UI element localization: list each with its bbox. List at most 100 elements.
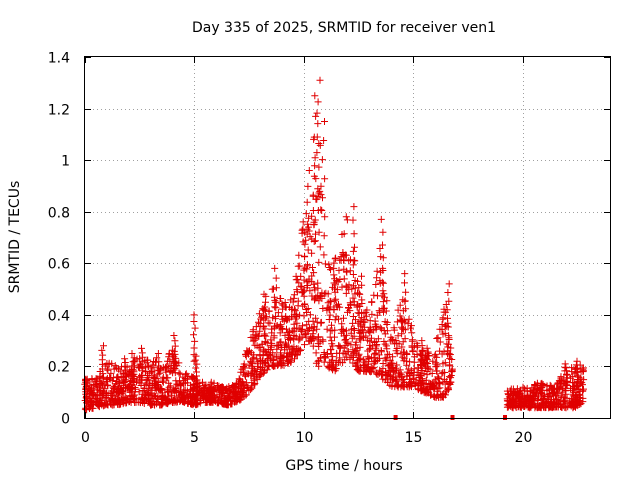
data-point (303, 230, 311, 238)
data-point (394, 306, 402, 314)
data-point (276, 329, 284, 337)
data-point (517, 395, 525, 402)
data-point (572, 361, 580, 369)
data-point (508, 402, 516, 410)
data-point (345, 304, 353, 312)
data-point (98, 346, 106, 354)
data-point (125, 398, 133, 406)
data-point (331, 275, 339, 283)
data-point (317, 319, 325, 327)
data-point (371, 358, 379, 366)
data-point (247, 334, 255, 341)
data-point (409, 347, 417, 355)
data-point (332, 295, 340, 303)
data-point (304, 282, 311, 289)
y-tick-label: 0.2 (48, 360, 70, 376)
data-point (297, 346, 304, 354)
data-point (98, 374, 106, 382)
data-point (388, 335, 396, 343)
data-point (268, 361, 276, 369)
data-point (100, 387, 107, 395)
data-point (119, 389, 127, 397)
data-point (130, 379, 138, 386)
data-point (445, 340, 452, 348)
data-point (352, 338, 360, 346)
data-point (401, 335, 409, 343)
data-point (568, 399, 576, 407)
data-point (331, 281, 339, 289)
data-point (350, 325, 358, 332)
data-point (129, 374, 137, 382)
data-point (349, 359, 357, 367)
data-point (405, 315, 413, 323)
data-point (389, 359, 397, 367)
data-point (300, 286, 308, 294)
data-point (257, 315, 265, 323)
data-point (326, 311, 334, 319)
data-point (573, 365, 581, 373)
data-point (232, 398, 240, 406)
data-point (274, 309, 282, 317)
data-point (193, 380, 200, 388)
data-point (260, 346, 268, 354)
data-point (104, 401, 112, 409)
data-point (436, 325, 444, 333)
data-point (394, 332, 402, 340)
data-point (159, 363, 167, 371)
data-point (368, 354, 376, 362)
data-point (503, 387, 511, 395)
data-point (396, 312, 404, 320)
data-point (531, 381, 539, 389)
data-point (227, 397, 234, 405)
data-point (347, 300, 355, 308)
data-point (93, 375, 101, 383)
data-point (330, 306, 338, 313)
data-point (132, 394, 140, 402)
data-point (309, 192, 317, 200)
data-point (209, 392, 216, 400)
data-point (557, 392, 565, 400)
data-point (228, 400, 236, 408)
data-point (425, 352, 433, 359)
data-point (442, 387, 450, 395)
data-point (310, 269, 318, 277)
data-point (297, 282, 305, 290)
data-point (361, 316, 369, 324)
data-point (252, 368, 260, 376)
data-point (443, 378, 451, 385)
data-point (553, 380, 561, 388)
data-point (356, 318, 364, 326)
data-point (127, 396, 135, 404)
data-point (120, 381, 128, 389)
data-point (271, 353, 279, 361)
data-point (520, 402, 528, 410)
data-point (269, 349, 277, 357)
data-point (144, 391, 152, 399)
data-point (170, 332, 178, 339)
chart-title: Day 335 of 2025, SRMTID for receiver ven… (192, 20, 496, 36)
data-point (563, 367, 571, 375)
data-point (428, 370, 436, 377)
data-point (526, 404, 534, 412)
data-point (378, 370, 386, 378)
data-point (122, 366, 130, 374)
data-point (263, 366, 271, 374)
data-point (348, 285, 356, 293)
data-point (204, 387, 211, 394)
data-point (333, 349, 341, 357)
data-point (314, 284, 322, 292)
data-point (107, 369, 115, 377)
data-point (93, 382, 101, 390)
data-point (374, 335, 382, 343)
data-point (339, 328, 347, 336)
data-point (379, 364, 387, 372)
y-tick-labels: 0 0.2 0.4 0.6 0.8 1 1.2 1.4 (48, 51, 70, 428)
data-point (351, 284, 359, 292)
data-point (108, 360, 116, 368)
data-point (319, 305, 327, 312)
data-point (299, 288, 306, 296)
data-point (365, 358, 372, 366)
data-point (300, 312, 308, 320)
data-point (100, 342, 107, 350)
data-point (325, 316, 333, 323)
